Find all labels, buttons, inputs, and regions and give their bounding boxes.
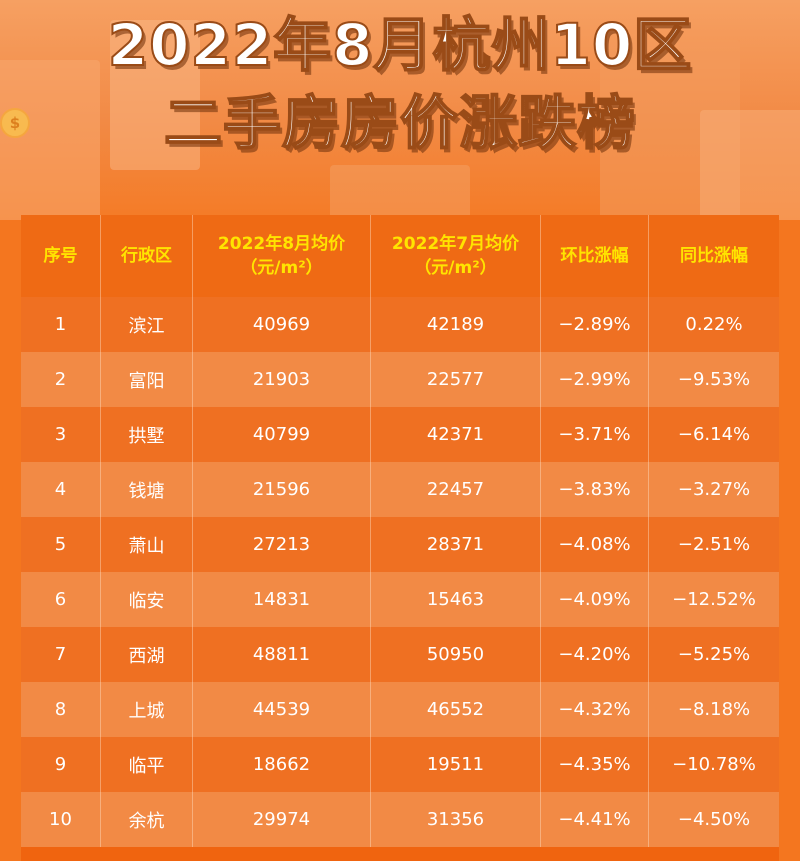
yoy-change-cell: −4.50% <box>677 809 751 830</box>
header-district-label: 行政区 <box>121 246 172 266</box>
jul-price-cell: 31356 <box>371 792 541 847</box>
table-row: 9 临平 18662 19511 −4.35% −10.78% <box>21 737 779 792</box>
district-cell: 上城 <box>101 682 193 737</box>
yoy-change-cell: −5.25% <box>677 644 751 665</box>
aug-price-cell: 14831 <box>193 572 371 627</box>
mom-change-cell: −4.08% <box>541 517 649 572</box>
table-row: 1 滨江 40969 42189 −2.89% 0.22% <box>21 297 779 352</box>
aug-price-cell: 21903 <box>193 352 371 407</box>
rank-cell: 8 <box>21 682 101 737</box>
page-title-line-2: 二手房房价涨跌榜 <box>163 88 636 158</box>
building-decoration <box>110 20 200 170</box>
header-rank-label: 序号 <box>43 246 78 266</box>
rank-cell: 9 <box>21 737 101 792</box>
mom-change-cell: −2.89% <box>541 297 649 352</box>
aug-price-cell: 48811 <box>193 627 371 682</box>
table-row: 6 临安 14831 15463 −4.09% −12.52% <box>21 572 779 627</box>
jul-price-cell: 42189 <box>371 297 541 352</box>
header-yoy-change: 同比涨幅 <box>649 215 779 297</box>
district-cell: 西湖 <box>101 627 193 682</box>
district-cell: 滨江 <box>101 297 193 352</box>
aug-price-cell: 27213 <box>193 517 371 572</box>
yoy-change-cell: −3.27% <box>677 479 751 500</box>
table-row: 4 钱塘 21596 22457 −3.83% −3.27% <box>21 462 779 517</box>
yoy-change-cell: −8.18% <box>677 699 751 720</box>
rank-cell: 2 <box>21 352 101 407</box>
rank-cell: 6 <box>21 572 101 627</box>
table-row: 7 西湖 48811 50950 −4.20% −5.25% <box>21 627 779 682</box>
price-change-table: 序号 行政区 2022年8月均价 （元/m²） 2022年7月均价 （元/m²）… <box>21 215 779 861</box>
jul-price-cell: 22577 <box>371 352 541 407</box>
mom-change-cell: −3.83% <box>541 462 649 517</box>
mom-change-cell: −4.20% <box>541 627 649 682</box>
rank-cell: 4 <box>21 462 101 517</box>
mom-change-cell: −3.71% <box>541 407 649 462</box>
table-row: 3 拱墅 40799 42371 −3.71% −6.14% <box>21 407 779 462</box>
header-aug-price: 2022年8月均价 （元/m²） <box>193 215 371 297</box>
yoy-change-cell: −9.53% <box>677 369 751 390</box>
header-jul-price: 2022年7月均价 （元/m²） <box>371 215 541 297</box>
yoy-change-cell: −2.51% <box>677 534 751 555</box>
aug-price-cell: 21596 <box>193 462 371 517</box>
aug-price-cell: 18662 <box>193 737 371 792</box>
aug-price-cell: 40799 <box>193 407 371 462</box>
district-cell: 余杭 <box>101 792 193 847</box>
aug-price-cell: 29974 <box>193 792 371 847</box>
building-decoration <box>700 110 800 220</box>
yoy-change-cell: −10.78% <box>672 754 756 775</box>
page-title-line-1: 2022年8月杭州10区 <box>107 10 693 80</box>
aug-price-cell: 44539 <box>193 682 371 737</box>
header-rank: 序号 <box>21 215 101 297</box>
jul-price-cell: 22457 <box>371 462 541 517</box>
jul-price-cell: 28371 <box>371 517 541 572</box>
district-cell: 拱墅 <box>101 407 193 462</box>
rank-cell: 5 <box>21 517 101 572</box>
yoy-change-cell: −12.52% <box>672 589 756 610</box>
table-header-row: 序号 行政区 2022年8月均价 （元/m²） 2022年7月均价 （元/m²）… <box>21 215 779 297</box>
district-cell: 萧山 <box>101 517 193 572</box>
table-row: 2 富阳 21903 22577 −2.99% −9.53% <box>21 352 779 407</box>
district-cell: 临安 <box>101 572 193 627</box>
yoy-change-cell: −6.14% <box>677 424 751 445</box>
rank-cell: 7 <box>21 627 101 682</box>
rank-cell: 3 <box>21 407 101 462</box>
header-jul-price-label: 2022年7月均价 <box>391 234 520 254</box>
jul-price-cell: 50950 <box>371 627 541 682</box>
jul-price-cell: 46552 <box>371 682 541 737</box>
table-row: 5 萧山 27213 28371 −4.08% −2.51% <box>21 517 779 572</box>
district-cell: 临平 <box>101 737 193 792</box>
table-row: 10 余杭 29974 31356 −4.41% −4.50% <box>21 792 779 847</box>
aug-price-cell: 40969 <box>193 297 371 352</box>
district-cell: 富阳 <box>101 352 193 407</box>
rank-cell: 1 <box>21 297 101 352</box>
table-row: 8 上城 44539 46552 −4.32% −8.18% <box>21 682 779 737</box>
mom-change-cell: −2.99% <box>541 352 649 407</box>
mom-change-cell: −4.09% <box>541 572 649 627</box>
header-mom-change: 环比涨幅 <box>541 215 649 297</box>
chart-board-decoration <box>330 165 470 220</box>
header-district: 行政区 <box>101 215 193 297</box>
jul-price-cell: 19511 <box>371 737 541 792</box>
header-yoy-change-label: 同比涨幅 <box>680 246 748 266</box>
mom-change-cell: −4.41% <box>541 792 649 847</box>
header-aug-price-label: 2022年8月均价 <box>217 234 346 254</box>
header-mom-change-label: 环比涨幅 <box>560 246 629 266</box>
mom-change-cell: −4.35% <box>541 737 649 792</box>
rank-cell: 10 <box>21 792 101 847</box>
title-banner: $ 2022年8月杭州10区 二手房房价涨跌榜 <box>0 0 800 220</box>
coin-icon: $ <box>0 108 30 138</box>
building-decoration <box>0 60 100 220</box>
header-jul-price-unit: （元/m²） <box>414 258 497 278</box>
header-aug-price-unit: （元/m²） <box>240 258 323 278</box>
jul-price-cell: 42371 <box>371 407 541 462</box>
yoy-change-cell: 0.22% <box>685 314 743 335</box>
jul-price-cell: 15463 <box>371 572 541 627</box>
mom-change-cell: −4.32% <box>541 682 649 737</box>
district-cell: 钱塘 <box>101 462 193 517</box>
